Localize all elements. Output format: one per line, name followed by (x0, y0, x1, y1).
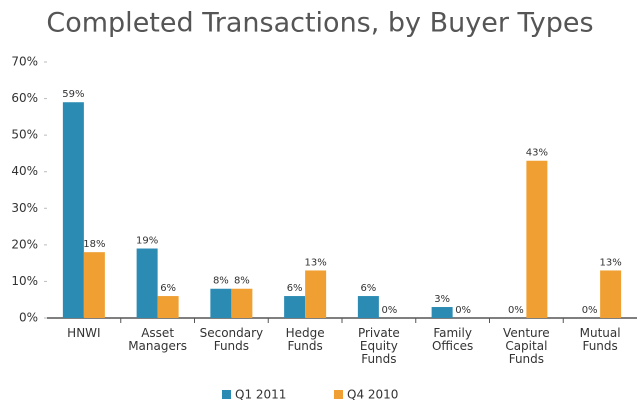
value-label: 3% (434, 294, 450, 305)
value-label: 59% (62, 89, 84, 100)
x-tick-label: Family Offices (432, 326, 473, 353)
bar (136, 248, 158, 318)
value-label: 0% (381, 305, 397, 316)
chart-title: Completed Transactions, by Buyer Types (46, 8, 593, 39)
value-label: 6% (360, 283, 376, 294)
y-tick-label: 10% (11, 274, 38, 288)
x-tick-label: Secondary Funds (200, 326, 264, 353)
bar (157, 296, 179, 318)
value-label: 13% (600, 257, 622, 268)
legend-label: Q4 2010 (347, 388, 398, 402)
bar (62, 102, 84, 318)
bar (231, 288, 253, 318)
bar (305, 270, 327, 318)
bar (284, 296, 306, 318)
legend-swatch (222, 390, 231, 399)
x-tick-label: HNWI (67, 326, 100, 340)
bar (83, 252, 105, 318)
y-tick-label: 30% (11, 201, 38, 215)
bar (431, 307, 453, 318)
bar (357, 296, 379, 318)
y-tick-label: 60% (11, 91, 38, 105)
value-label: 6% (160, 283, 176, 294)
legend-label: Q1 2011 (235, 388, 286, 402)
value-label: 0% (508, 305, 524, 316)
bar (600, 270, 622, 318)
y-tick-label: 20% (11, 237, 38, 251)
x-tick-label: Hedge Funds (286, 326, 325, 353)
value-label: 13% (305, 257, 327, 268)
x-tick-label: Mutual Funds (580, 326, 621, 353)
y-tick-label: 50% (11, 128, 38, 142)
value-label: 6% (287, 283, 303, 294)
bar (210, 288, 232, 318)
bar (526, 160, 548, 318)
value-label: 43% (526, 148, 548, 159)
legend-swatch (334, 390, 343, 399)
value-label: 8% (213, 276, 229, 287)
value-label: 18% (83, 239, 105, 250)
value-label: 19% (136, 236, 158, 247)
x-tick-label: Asset Managers (128, 326, 187, 353)
y-tick-label: 0% (19, 311, 38, 325)
value-label: 8% (234, 276, 250, 287)
value-label: 0% (582, 305, 598, 316)
x-tick-label: Private Equity Funds (358, 326, 400, 366)
y-tick-label: 70% (11, 55, 38, 69)
x-tick-label: Venture Capital Funds (503, 326, 550, 366)
y-tick-label: 40% (11, 164, 38, 178)
value-label: 0% (455, 305, 471, 316)
